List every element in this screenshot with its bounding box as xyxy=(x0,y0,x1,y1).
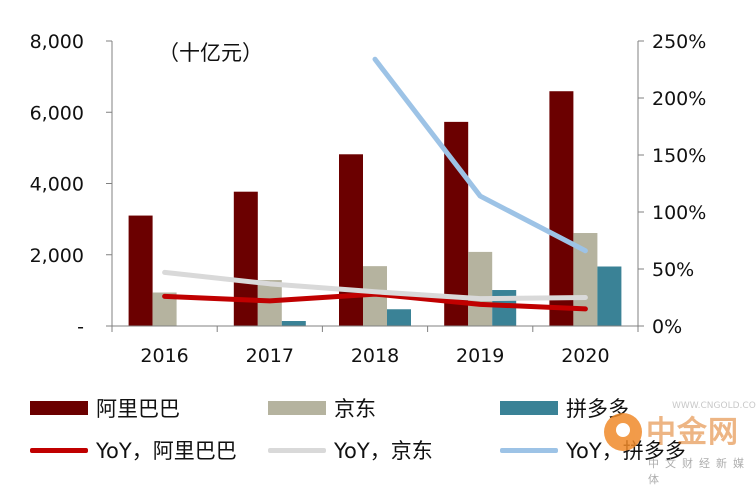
lines-layer xyxy=(162,56,588,312)
y-right-tick-label: 0% xyxy=(652,316,682,338)
bars-layer xyxy=(128,91,622,327)
watermark-url: WWW.CNGOLD.COM.CN xyxy=(672,401,756,411)
legend-item-alibaba: 阿里巴巴 xyxy=(30,388,180,428)
y-left-tick-label: 8,000 xyxy=(30,31,84,53)
legend-label-alibaba: 阿里巴巴 xyxy=(96,397,180,421)
legend-item-jd: 京东 xyxy=(268,388,376,428)
x-tick-label-2019: 2019 xyxy=(456,345,504,367)
legend-label-yoy-jd: YoY，京东 xyxy=(334,439,433,463)
x-tick-label-2017: 2017 xyxy=(246,345,294,367)
x-tick-label-2020: 2020 xyxy=(561,345,609,367)
legend-swatch-pdd xyxy=(500,401,558,415)
legend-line-yoy-pdd xyxy=(500,447,558,453)
watermark: WWW.CNGOLD.COM.CN 中金网 中文财经新媒体 xyxy=(600,401,756,486)
watermark-title: 中金网 xyxy=(646,415,739,450)
bar-阿里巴巴-2017 xyxy=(233,191,258,326)
y-left-tick-label: 6,000 xyxy=(30,102,84,124)
legend-item-yoy-jd: YoY，京东 xyxy=(268,430,433,470)
y-right-tick-label: 50% xyxy=(652,259,694,281)
watermark-subtitle: 中文财经新媒体 xyxy=(648,457,750,486)
legend-label-yoy-alibaba: YoY，阿里巴巴 xyxy=(96,439,237,463)
y-right-tick-label: 150% xyxy=(652,145,706,167)
legend-swatch-alibaba xyxy=(30,401,88,415)
bar-拼多多-2020 xyxy=(597,266,622,326)
y-left-tick-label: 4,000 xyxy=(30,174,84,196)
x-tick-label-2016: 2016 xyxy=(140,345,188,367)
legend-swatch-jd xyxy=(268,401,326,415)
legend-line-yoy-jd xyxy=(268,447,326,453)
bar-拼多多-2017 xyxy=(281,321,306,326)
legend-line-yoy-alibaba xyxy=(30,447,88,453)
legend: 阿里巴巴 京东 拼多多 YoY，阿里巴巴 YoY，京东 YoY，拼多多 xyxy=(0,384,756,479)
watermark-logo-icon xyxy=(604,413,642,451)
legend-item-pdd: 拼多多 xyxy=(500,388,629,428)
y-left-tick-label: - xyxy=(77,316,84,338)
axes-layer: - 2,000 4,000 6,000 8,000 0% 50% 100% 150% 200% 25… xyxy=(30,31,707,367)
legend-label-jd: 京东 xyxy=(334,397,376,421)
x-tick-label-2018: 2018 xyxy=(351,345,399,367)
legend-item-yoy-alibaba: YoY，阿里巴巴 xyxy=(30,430,237,470)
bar-拼多多-2018 xyxy=(387,309,411,326)
line-series-1 xyxy=(162,269,588,302)
y-right-tick-label: 250% xyxy=(652,31,706,53)
unit-label: （十亿元） xyxy=(158,41,263,65)
y-right-tick-label: 100% xyxy=(652,202,706,224)
y-right-tick-label: 200% xyxy=(652,88,706,110)
bar-京东-2019 xyxy=(468,251,493,326)
bar-阿里巴巴-2020 xyxy=(549,91,574,326)
bar-阿里巴巴-2018 xyxy=(339,154,363,326)
chart: - 2,000 4,000 6,000 8,000 0% 50% 100% 150% 200% 25… xyxy=(30,31,707,367)
line-series-2 xyxy=(372,56,588,254)
bar-阿里巴巴-2016 xyxy=(128,215,153,326)
y-left-tick-label: 2,000 xyxy=(30,245,84,267)
